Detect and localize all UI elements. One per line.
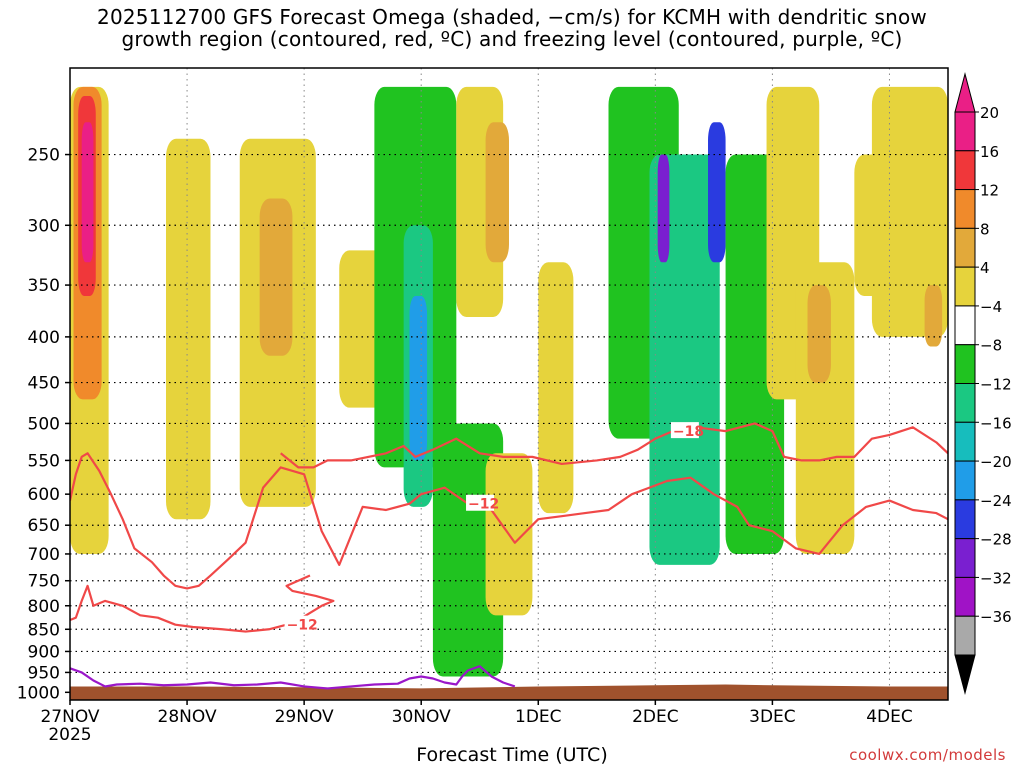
colorbar-band-8 — [954, 421, 976, 462]
chart-title-line-2: growth region (contoured, red, ºC) and f… — [121, 27, 903, 51]
x-tick-label-1DEC: 1DEC — [515, 707, 562, 727]
contour-label-bg-2 — [284, 615, 313, 632]
y-axis: 2503003504004505005506006507007508008509… — [17, 146, 70, 703]
x-tick-label-4DEC: 4DEC — [866, 707, 913, 727]
contour-label-bg-1 — [466, 494, 495, 511]
y-tick-label-600: 600 — [28, 485, 60, 505]
contour-minus-1 — [70, 452, 948, 590]
colorbar-label-6: −8 — [980, 337, 1002, 355]
source-credit: coolwx.com/models — [849, 746, 1006, 764]
y-tick-label-750: 750 — [28, 572, 60, 592]
contour-freezing-level — [70, 665, 516, 690]
y-tick-label-900: 900 — [28, 642, 60, 662]
colorbar-band-7 — [954, 383, 976, 423]
colorbar-band-6 — [954, 344, 976, 385]
y-tick-label-550: 550 — [28, 451, 60, 471]
colorbar-band-1 — [954, 150, 976, 191]
chart-title: 2025112700 GFS Forecast Omega (shaded, −… — [0, 6, 1024, 50]
colorbar-label-11: −28 — [980, 531, 1012, 549]
colorbar-band-11 — [954, 538, 976, 578]
colorbar-label-13: −36 — [980, 608, 1012, 626]
colorbar: 20 16 12 8 4 −4 −8 −12 −16 −20 −24 −28 −32 −36 — [954, 72, 1012, 695]
colorbar-label-5: −4 — [980, 298, 1002, 316]
y-tick-label-350: 350 — [28, 276, 60, 296]
colorbar-band-4 — [954, 266, 976, 307]
colorbar-band-5 — [954, 305, 976, 346]
x-tick-label-30NOV: 30NOV — [392, 707, 451, 727]
plot-frame — [69, 67, 949, 701]
chart-svg: −18 −12 −12 250 300 350 400 450 500 550 600 650 700… — [17, 67, 1012, 740]
y-tick-label-700: 700 — [28, 545, 60, 565]
y-tick-label-500: 500 — [28, 414, 60, 434]
contour-minus-2 — [70, 574, 335, 633]
omega-region-13 — [485, 122, 509, 263]
omega-region-3 — [81, 122, 94, 263]
colorbar-arrow-top — [954, 72, 976, 113]
contour-label-bg-0 — [670, 422, 699, 439]
omega-region-23 — [807, 285, 831, 383]
y-tick-label-300: 300 — [28, 216, 60, 236]
colorbar-arrow-bottom — [954, 654, 976, 695]
x-tick-label-2DEC: 2DEC — [632, 707, 679, 727]
y-tick-label-1000: 1000 — [17, 683, 60, 703]
omega-region-4 — [165, 138, 211, 520]
y-tick-label-650: 650 — [28, 516, 60, 536]
ground-surface — [70, 684, 948, 700]
omega-region-10 — [409, 296, 428, 461]
y-tick-label-950: 950 — [28, 663, 60, 683]
y-tick-label-250: 250 — [28, 146, 60, 166]
colorbar-band-12 — [954, 576, 976, 617]
y-tick-label-450: 450 — [28, 374, 60, 394]
omega-region-26 — [924, 285, 943, 347]
y-tick-label-400: 400 — [28, 328, 60, 348]
omega-shading — [70, 86, 948, 677]
colorbar-label-0: 20 — [980, 104, 999, 122]
colorbar-label-2: 12 — [980, 182, 999, 200]
omega-region-6 — [259, 198, 293, 356]
colorbar-band-3 — [954, 227, 976, 268]
x-tick-sublabel-27NOV: 2025 — [48, 725, 91, 740]
colorbar-label-7: −12 — [980, 376, 1012, 394]
omega-region-15 — [538, 262, 574, 514]
colorbar-band-9 — [954, 460, 976, 501]
omega-region-19 — [708, 122, 726, 263]
colorbar-label-8: −16 — [980, 414, 1012, 432]
x-tick-label-28NOV: 28NOV — [158, 707, 217, 727]
colorbar-band-10 — [954, 499, 976, 540]
colorbar-label-10: −24 — [980, 492, 1012, 510]
colorbar-band-2 — [954, 189, 976, 229]
x-tick-label-29NOV: 29NOV — [275, 707, 334, 727]
colorbar-label-4: 4 — [980, 259, 990, 277]
chart-title-line-1: 2025112700 GFS Forecast Omega (shaded, −… — [97, 5, 927, 29]
omega-region-25 — [871, 86, 948, 337]
colorbar-band-13 — [954, 615, 976, 656]
contour-label-1: −12 — [468, 497, 499, 513]
contour-label-2: −12 — [287, 618, 318, 634]
colorbar-label-3: 8 — [980, 220, 990, 238]
contour-label-0: −18 — [673, 424, 704, 440]
x-tick-label-3DEC: 3DEC — [749, 707, 796, 727]
contour-minus-0 — [280, 422, 948, 469]
colorbar-label-12: −32 — [980, 569, 1012, 587]
isotherm-contours: −18 −12 −12 — [70, 422, 948, 690]
x-tick-label-27NOV: 27NOV — [40, 707, 99, 727]
omega-region-18 — [657, 154, 670, 263]
colorbar-band-0 — [954, 111, 976, 152]
y-tick-label-850: 850 — [28, 620, 60, 640]
y-tick-label-800: 800 — [28, 597, 60, 617]
ground-layer — [70, 684, 948, 700]
x-axis-title: Forecast Time (UTC) — [416, 744, 608, 766]
colorbar-label-9: −20 — [980, 453, 1012, 471]
colorbar-label-1: 16 — [980, 143, 999, 161]
